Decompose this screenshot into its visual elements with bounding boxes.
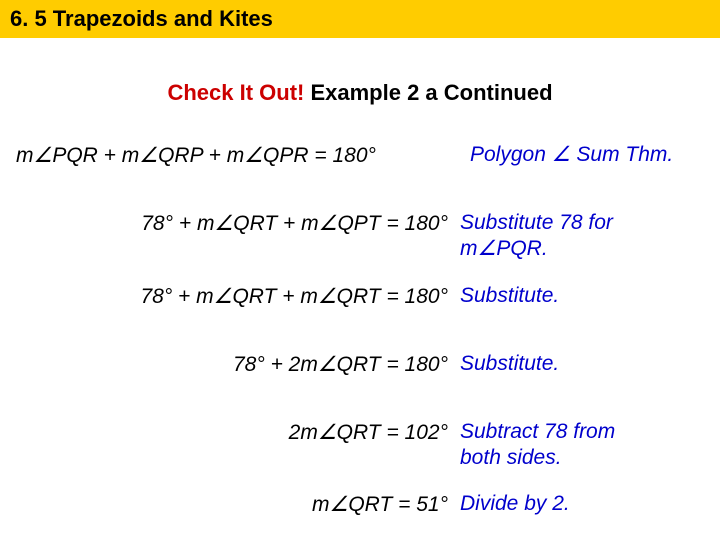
equation: m∠QRT = 51° — [16, 491, 456, 519]
equation: 78° + m∠QRT + m∠QRT = 180° — [16, 283, 456, 311]
reason: Substitute 78 for m∠PQR. — [456, 210, 708, 263]
header-bar: 6. 5 Trapezoids and Kites — [0, 0, 720, 38]
equation: 78° + 2m∠QRT = 180° — [16, 351, 456, 379]
subtitle: Check It Out! Example 2 a Continued — [0, 80, 720, 106]
step-row: m∠PQR + m∠QRP + m∠QPR = 180° Polygon ∠ S… — [16, 142, 708, 190]
step-row: 78° + m∠QRT + m∠QRT = 180° Substitute. — [16, 283, 708, 331]
reason: Subtract 78 from both sides. — [456, 419, 708, 472]
reason-line1: Substitute 78 for — [460, 211, 613, 234]
page-title: 6. 5 Trapezoids and Kites — [10, 6, 710, 32]
reason: Polygon ∠ Sum Thm. — [466, 142, 708, 168]
reason-line2: m∠PQR. — [460, 237, 548, 260]
reason-line2: both sides. — [460, 446, 562, 469]
subtitle-black: Example 2 a Continued — [304, 80, 552, 105]
equation: 78° + m∠QRT + m∠QPT = 180° — [16, 210, 456, 238]
step-row: 2m∠QRT = 102° Subtract 78 from both side… — [16, 419, 708, 472]
reason: Substitute. — [456, 351, 708, 377]
reason: Divide by 2. — [456, 491, 708, 517]
step-row: m∠QRT = 51° Divide by 2. — [16, 491, 708, 539]
equation: 2m∠QRT = 102° — [16, 419, 456, 447]
reason-line1: Subtract 78 from — [460, 420, 615, 443]
step-row: 78° + m∠QRT + m∠QPT = 180° Substitute 78… — [16, 210, 708, 263]
step-row: 78° + 2m∠QRT = 180° Substitute. — [16, 351, 708, 399]
subtitle-red: Check It Out! — [167, 80, 304, 105]
content-area: m∠PQR + m∠QRP + m∠QPR = 180° Polygon ∠ S… — [0, 142, 720, 539]
reason: Substitute. — [456, 283, 708, 309]
equation: m∠PQR + m∠QRP + m∠QPR = 180° — [16, 142, 466, 170]
